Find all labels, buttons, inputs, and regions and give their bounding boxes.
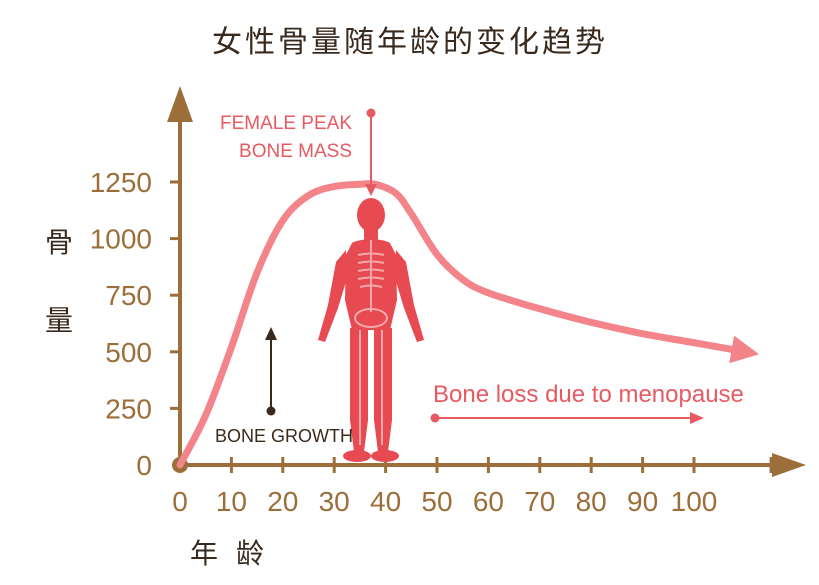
female-figure-icon [318, 198, 424, 462]
peak-label-line1: FEMALE PEAK [220, 113, 352, 134]
x-ticks: 0 10 20 30 40 50 60 70 80 90 100 [172, 457, 773, 517]
y-tick-label: 250 [105, 393, 152, 424]
peak-label-line2: BONE MASS [239, 141, 352, 162]
y-axis-arrow [167, 86, 193, 122]
y-axis-label-char-2: 量 [45, 304, 73, 337]
x-tick-label: 30 [319, 486, 350, 517]
loss-annotation: Bone loss due to menopause [430, 381, 744, 424]
bone-mass-curve [176, 180, 760, 469]
y-tick-label: 750 [105, 280, 152, 311]
y-tick-label: 1250 [90, 167, 152, 198]
x-tick-label: 40 [370, 486, 401, 517]
loss-arrow-head [690, 412, 704, 424]
skeleton-overlay-icon [354, 240, 388, 445]
growth-annotation: BONE GROWTH [215, 327, 353, 446]
x-tick-label: 10 [216, 486, 247, 517]
axes [167, 86, 806, 477]
growth-arrow-head [265, 327, 277, 340]
x-tick-label: 100 [671, 486, 718, 517]
y-axis-label: 骨 量 [45, 226, 73, 337]
chart-title: 女性骨量随年龄的变化趋势 [212, 25, 608, 60]
x-tick-label: 90 [627, 486, 658, 517]
y-tick-label: 500 [105, 337, 152, 368]
y-axis-label-char-1: 骨 [45, 226, 73, 259]
x-axis-label: 年龄 [190, 537, 282, 570]
loss-label: Bone loss due to menopause [433, 381, 744, 408]
peak-annotation: FEMALE PEAK BONE MASS [220, 108, 377, 196]
x-tick-label: 20 [267, 486, 298, 517]
x-axis-arrow [772, 453, 806, 477]
growth-label: BONE GROWTH [215, 426, 353, 446]
y-tick-label: 0 [136, 450, 152, 481]
y-tick-label: 1000 [90, 224, 152, 255]
x-tick-label: 80 [576, 486, 607, 517]
y-ticks: 0 250 500 750 1000 1250 [90, 167, 180, 481]
x-tick-label: 50 [421, 486, 452, 517]
x-tick-label: 70 [524, 486, 555, 517]
x-tick-label: 0 [172, 486, 188, 517]
x-tick-label: 60 [473, 486, 504, 517]
peak-pointer-arrow [365, 184, 377, 196]
